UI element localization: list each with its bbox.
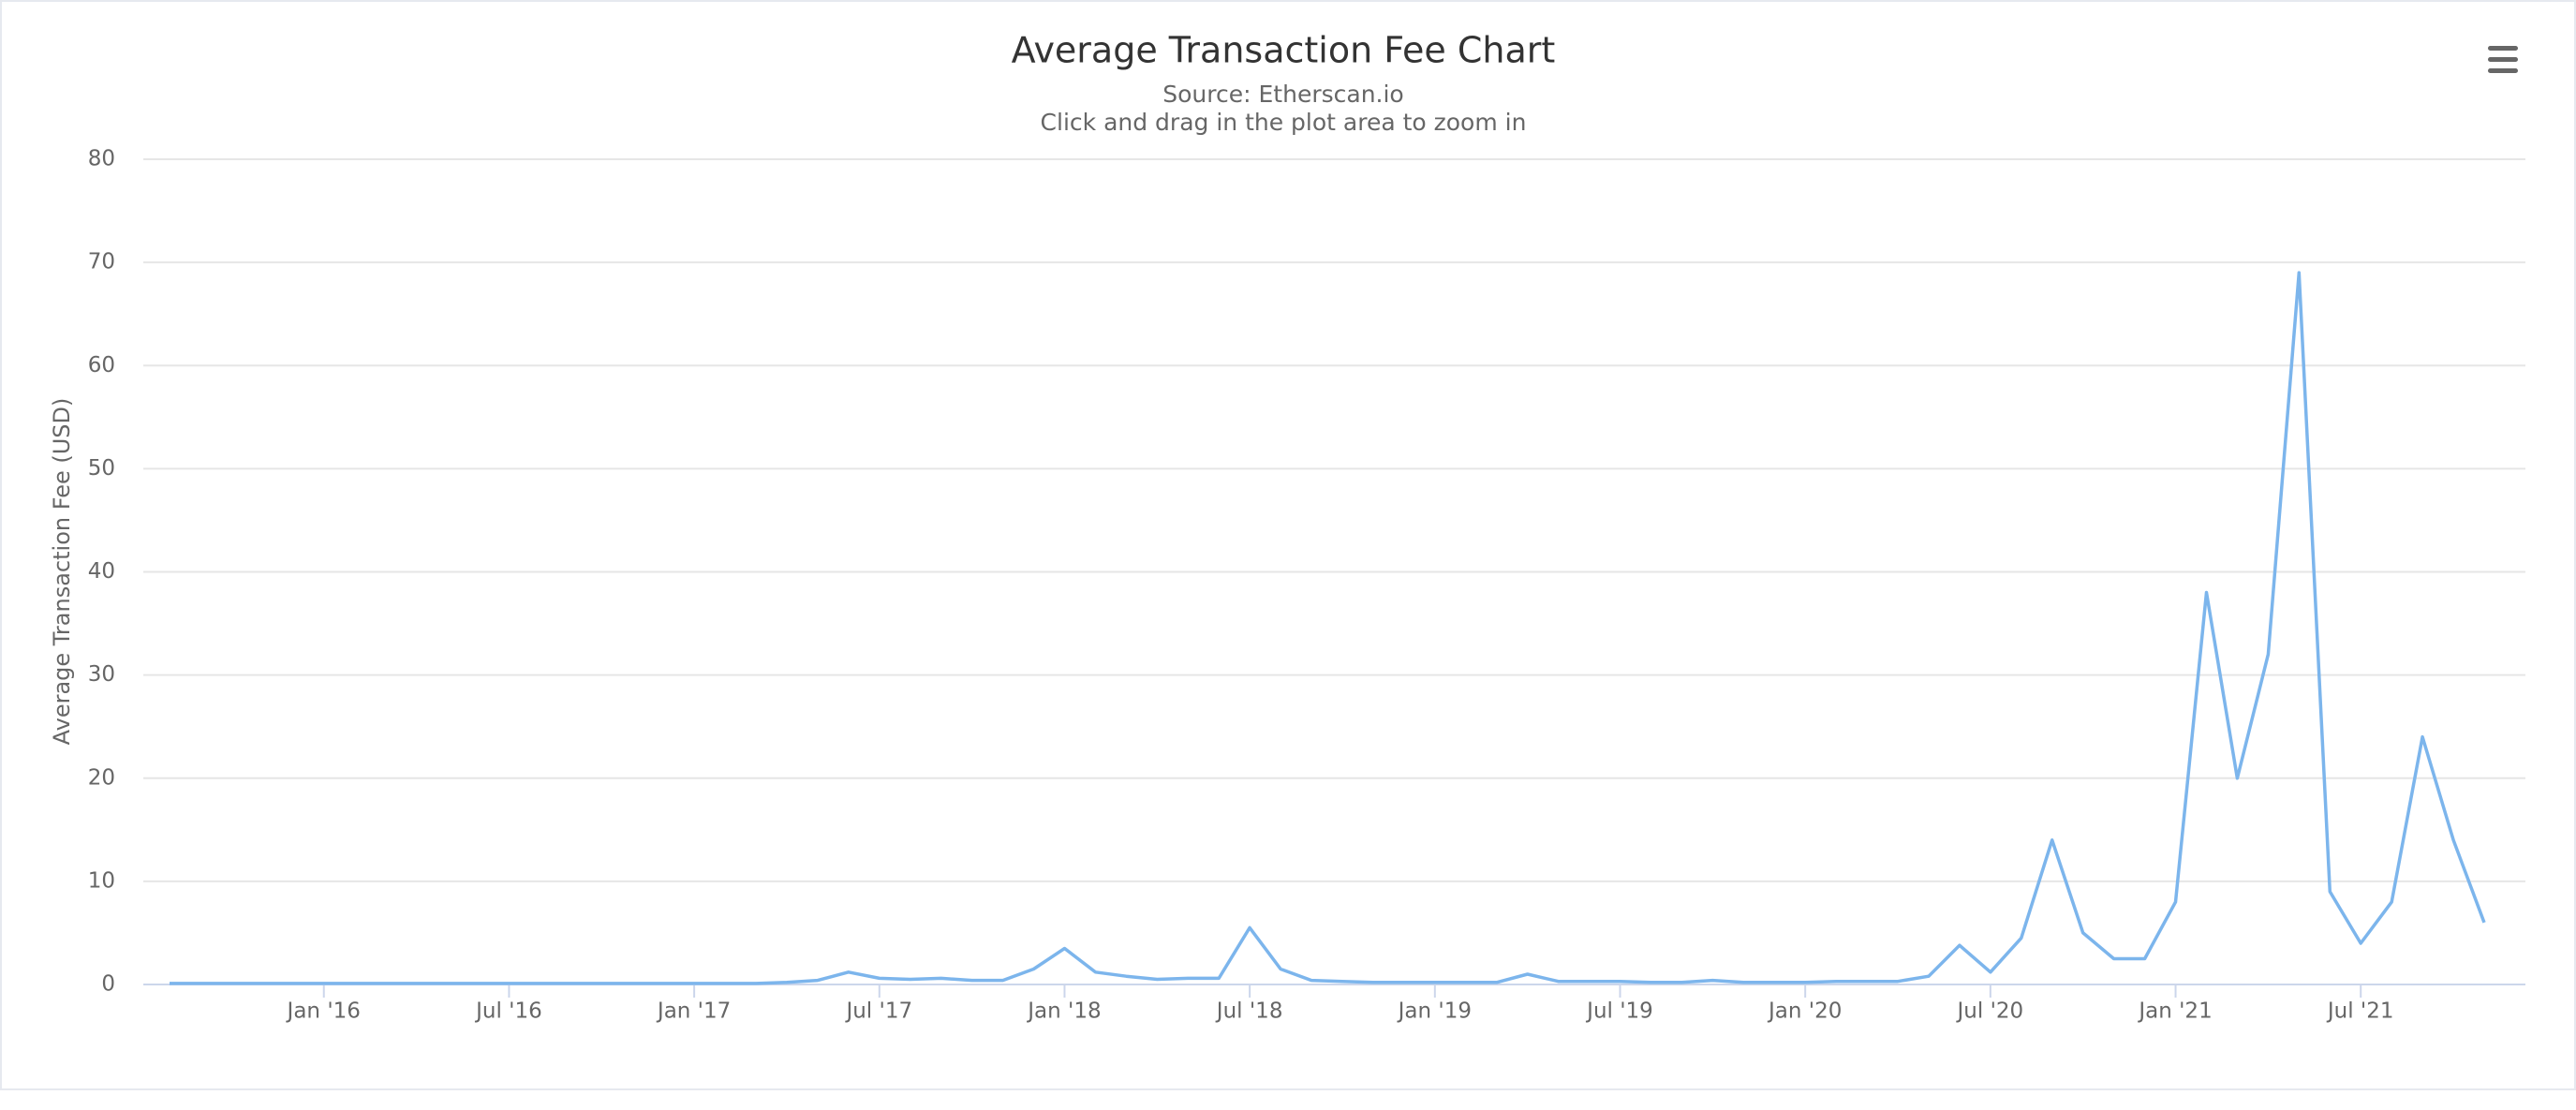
menu-bar bbox=[2488, 68, 2518, 73]
menu-bar bbox=[2488, 46, 2518, 51]
chart-caption: Click and drag in the plot area to zoom … bbox=[1041, 109, 1527, 136]
x-tick-label: Jul '19 bbox=[1585, 999, 1653, 1024]
x-tick-label: Jan '19 bbox=[1397, 999, 1472, 1024]
y-tick-label: 0 bbox=[101, 972, 115, 997]
y-axis-label: Average Transaction Fee (USD) bbox=[49, 398, 75, 746]
y-tick-label: 10 bbox=[88, 868, 115, 893]
data-line bbox=[170, 271, 2486, 985]
y-tick-label: 30 bbox=[88, 662, 115, 687]
x-tick-label: Jul '21 bbox=[2326, 999, 2394, 1024]
y-tick-label: 50 bbox=[88, 456, 115, 481]
chart-title: Average Transaction Fee Chart bbox=[1012, 30, 1556, 71]
chart-subtitle: Source: Etherscan.io bbox=[1162, 81, 1403, 108]
y-tick-label: 40 bbox=[88, 559, 115, 584]
x-tick-label: Jan '20 bbox=[1767, 999, 1842, 1024]
menu-button[interactable] bbox=[2488, 46, 2518, 73]
x-tick-label: Jan '21 bbox=[2137, 999, 2212, 1024]
x-tick-label: Jul '20 bbox=[1956, 999, 2024, 1024]
y-tick-label: 60 bbox=[88, 353, 115, 377]
x-tick-label: Jan '16 bbox=[286, 999, 361, 1024]
x-tick-label: Jan '18 bbox=[1026, 999, 1101, 1024]
menu-bar bbox=[2488, 57, 2518, 62]
y-tick-label: 70 bbox=[88, 250, 115, 274]
x-tick-label: Jul '17 bbox=[844, 999, 912, 1024]
x-tick-label: Jul '18 bbox=[1215, 999, 1283, 1024]
x-tick-label: Jan '17 bbox=[656, 999, 731, 1024]
x-tick-label: Jul '16 bbox=[474, 999, 542, 1024]
y-tick-label: 80 bbox=[88, 147, 115, 171]
y-tick-label: 20 bbox=[88, 765, 115, 790]
